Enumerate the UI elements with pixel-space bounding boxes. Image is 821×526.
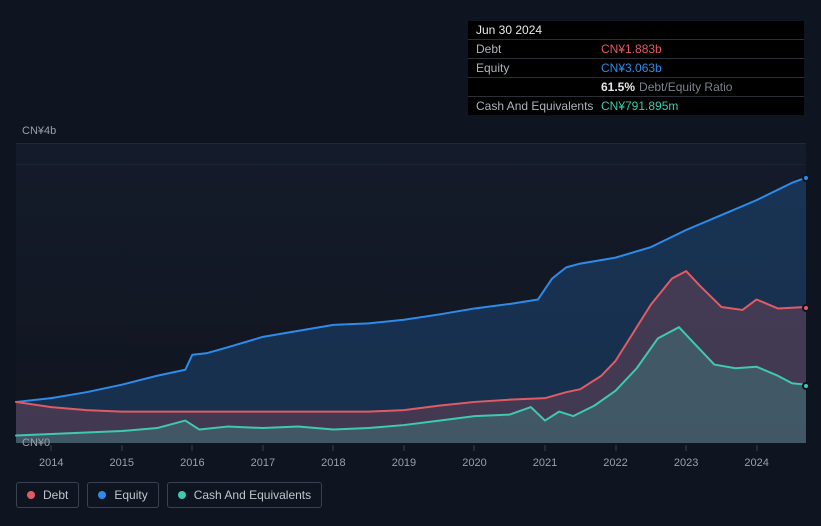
equity-dot-icon <box>98 491 106 499</box>
tooltip-cash-value: CN¥791.895m <box>601 100 678 112</box>
tooltip-date: Jun 30 2024 <box>476 24 542 36</box>
x-tick-label: 2014 <box>39 457 63 469</box>
legend-label: Cash And Equivalents <box>194 488 311 502</box>
debt-dot-icon <box>27 491 35 499</box>
tooltip-debt-row: Debt CN¥1.883b <box>468 40 804 59</box>
x-tick-label: 2017 <box>251 457 275 469</box>
x-tick-mark <box>756 445 757 451</box>
tooltip-date-row: Jun 30 2024 <box>468 21 804 40</box>
legend-label: Equity <box>114 488 147 502</box>
x-tick-mark <box>403 445 404 451</box>
legend-item-cash[interactable]: Cash And Equivalents <box>167 482 322 508</box>
legend-label: Debt <box>43 488 68 502</box>
equity-end-dot <box>802 174 810 182</box>
x-tick-mark <box>121 445 122 451</box>
x-tick-label: 2023 <box>674 457 698 469</box>
x-tick-label: 2018 <box>321 457 345 469</box>
tooltip-cash-label: Cash And Equivalents <box>476 100 601 112</box>
chart-area: CN¥4b CN¥0 20142015201620172018201920202… <box>16 125 806 465</box>
x-tick-mark <box>474 445 475 451</box>
x-axis: 2014201520162017201820192020202120222023… <box>16 445 806 465</box>
x-tick-mark <box>686 445 687 451</box>
chart-svg <box>16 144 806 443</box>
cash-end-dot <box>802 382 810 390</box>
tooltip-equity-row: Equity CN¥3.063b <box>468 59 804 78</box>
x-tick-label: 2016 <box>180 457 204 469</box>
tooltip-ratio-text: Debt/Equity Ratio <box>639 81 732 93</box>
debt-end-dot <box>802 304 810 312</box>
legend-item-equity[interactable]: Equity <box>87 482 158 508</box>
tooltip-ratio-row: 61.5% Debt/Equity Ratio <box>468 78 804 97</box>
tooltip-equity-value: CN¥3.063b <box>601 62 662 74</box>
x-tick-mark <box>51 445 52 451</box>
x-tick-mark <box>615 445 616 451</box>
tooltip-equity-label: Equity <box>476 62 601 74</box>
x-tick-label: 2019 <box>392 457 416 469</box>
x-tick-mark <box>545 445 546 451</box>
x-tick-label: 2020 <box>462 457 486 469</box>
x-tick-mark <box>333 445 334 451</box>
x-tick-label: 2015 <box>110 457 134 469</box>
x-tick-label: 2021 <box>533 457 557 469</box>
tooltip-cash-row: Cash And Equivalents CN¥791.895m <box>468 97 804 115</box>
tooltip-ratio-pct: 61.5% <box>601 81 635 93</box>
tooltip-panel: Jun 30 2024 Debt CN¥1.883b Equity CN¥3.0… <box>468 21 804 115</box>
chart-plot[interactable] <box>16 143 806 443</box>
y-axis-top-label: CN¥4b <box>22 125 56 137</box>
x-tick-label: 2024 <box>744 457 768 469</box>
cash-dot-icon <box>178 491 186 499</box>
x-tick-label: 2022 <box>603 457 627 469</box>
tooltip-debt-value: CN¥1.883b <box>601 43 662 55</box>
x-tick-mark <box>262 445 263 451</box>
legend-item-debt[interactable]: Debt <box>16 482 79 508</box>
tooltip-debt-label: Debt <box>476 43 601 55</box>
legend: Debt Equity Cash And Equivalents <box>16 482 322 508</box>
x-tick-mark <box>192 445 193 451</box>
